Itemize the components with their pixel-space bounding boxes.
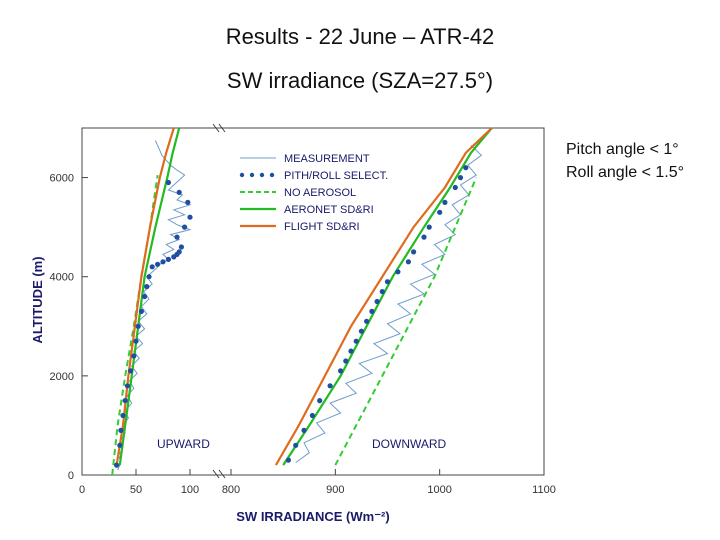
pitch-roll-point: [327, 383, 333, 389]
plot-frame: [81, 127, 545, 476]
x-tick-label: 50: [130, 484, 142, 496]
pitch-roll-point: [124, 383, 130, 389]
y-axis-label: ALTITUDE (m): [30, 256, 45, 343]
pitch-roll-point: [358, 328, 364, 334]
pitch-roll-point: [133, 338, 139, 344]
pitch-roll-point: [176, 249, 182, 255]
x-tick-label: 1000: [427, 484, 451, 496]
slide-title: Results - 22 June – ATR-42: [225, 24, 495, 49]
x-tick-label: 100: [181, 484, 199, 496]
roll-angle-note: Roll angle < 1.5°: [566, 164, 685, 181]
pitch-angle-note: Pitch angle < 1°: [566, 141, 679, 158]
aeronet-line: [282, 127, 493, 466]
legend-swatch-dot: [259, 172, 265, 178]
y-tick-label: 6000: [50, 173, 74, 185]
legend-label: AERONET SD&RI: [284, 204, 374, 216]
flight-line: [115, 127, 175, 466]
pitch-roll-point: [379, 289, 385, 295]
pitch-roll-point: [309, 412, 315, 419]
pitch-roll-point: [452, 184, 458, 191]
pitch-roll-point: [131, 353, 137, 359]
pitch-roll-point: [405, 259, 411, 265]
pitch-roll-point: [437, 209, 443, 215]
pitch-roll-point: [138, 308, 144, 314]
pitch-roll-point: [117, 442, 123, 448]
pitch-roll-point: [149, 264, 155, 270]
x-tick-label: 1100: [532, 484, 556, 496]
pitch-roll-point: [146, 274, 152, 280]
legend-label: PITH/ROLL SELECT.: [284, 170, 388, 182]
pitch-roll-point: [317, 398, 323, 404]
legend-label: MEASUREMENT: [284, 153, 370, 165]
x-axis-label: SW IRRADIANCE (Wm⁻²): [236, 509, 389, 524]
measurement-line: [295, 145, 483, 464]
pitch-roll-point: [338, 368, 344, 374]
pitch-roll-point: [144, 284, 150, 290]
legend-swatch-dot: [269, 172, 275, 178]
pitch-roll-point: [353, 338, 359, 344]
pitch-roll-point: [463, 165, 469, 171]
x-tick-label: 0: [79, 484, 85, 496]
pitch-roll-point: [120, 412, 126, 419]
pitch-roll-point: [174, 234, 180, 240]
pitch-roll-point: [285, 457, 291, 463]
y-tick-label: 4000: [50, 272, 74, 284]
downward-panel-label: DOWNWARD: [372, 437, 447, 451]
legend-swatch-dot: [239, 172, 245, 178]
x-tick-label: 800: [222, 484, 240, 496]
pitch-roll-point: [155, 261, 161, 267]
pitch-roll-point: [395, 269, 401, 275]
pitch-roll-point: [421, 234, 427, 240]
pitch-roll-point: [142, 293, 148, 300]
pitch-roll-point: [165, 256, 171, 262]
x-tick-label: 900: [326, 484, 344, 496]
y-tick-label: 2000: [50, 371, 74, 383]
legend-label: FLIGHT SD&RI: [284, 221, 360, 233]
pitch-roll-point: [384, 279, 391, 285]
pitch-roll-point: [160, 259, 166, 265]
no-aerosol-line: [334, 177, 478, 466]
pitch-roll-point: [176, 189, 182, 195]
axis-break-marks: [212, 123, 226, 479]
upward-panel-label: UPWARD: [157, 437, 210, 451]
pitch-roll-point: [118, 427, 124, 433]
pitch-roll-point: [374, 298, 380, 305]
pitch-roll-point: [442, 199, 448, 205]
pitch-roll-point: [135, 323, 141, 329]
pitch-roll-point: [128, 368, 134, 374]
slide-subtitle: SW irradiance (SZA=27.5°): [226, 68, 494, 93]
y-tick-label: 0: [68, 470, 74, 482]
flight-line: [274, 127, 493, 466]
pitch-roll-point: [301, 427, 307, 433]
legend-label: NO AEROSOL: [284, 187, 356, 199]
pitch-roll-point: [457, 175, 464, 181]
pitch-roll-point: [293, 442, 299, 448]
pitch-roll-point: [348, 348, 354, 354]
pitch-roll-point: [411, 249, 417, 255]
pitch-roll-point: [114, 462, 120, 468]
pitch-roll-point: [369, 308, 375, 314]
pitch-roll-point: [343, 358, 349, 364]
measurement-line: [117, 140, 192, 471]
pitch-roll-point: [185, 199, 191, 205]
aeronet-line: [118, 127, 181, 466]
pitch-roll-point: [426, 224, 432, 230]
pitch-roll-point: [178, 244, 184, 250]
pitch-roll-point: [187, 214, 193, 220]
pitch-roll-point: [182, 224, 188, 230]
legend-swatch-dot: [249, 172, 255, 178]
pitch-roll-point: [165, 179, 171, 186]
pitch-roll-point: [364, 318, 370, 324]
pitch-roll-point: [122, 398, 128, 404]
